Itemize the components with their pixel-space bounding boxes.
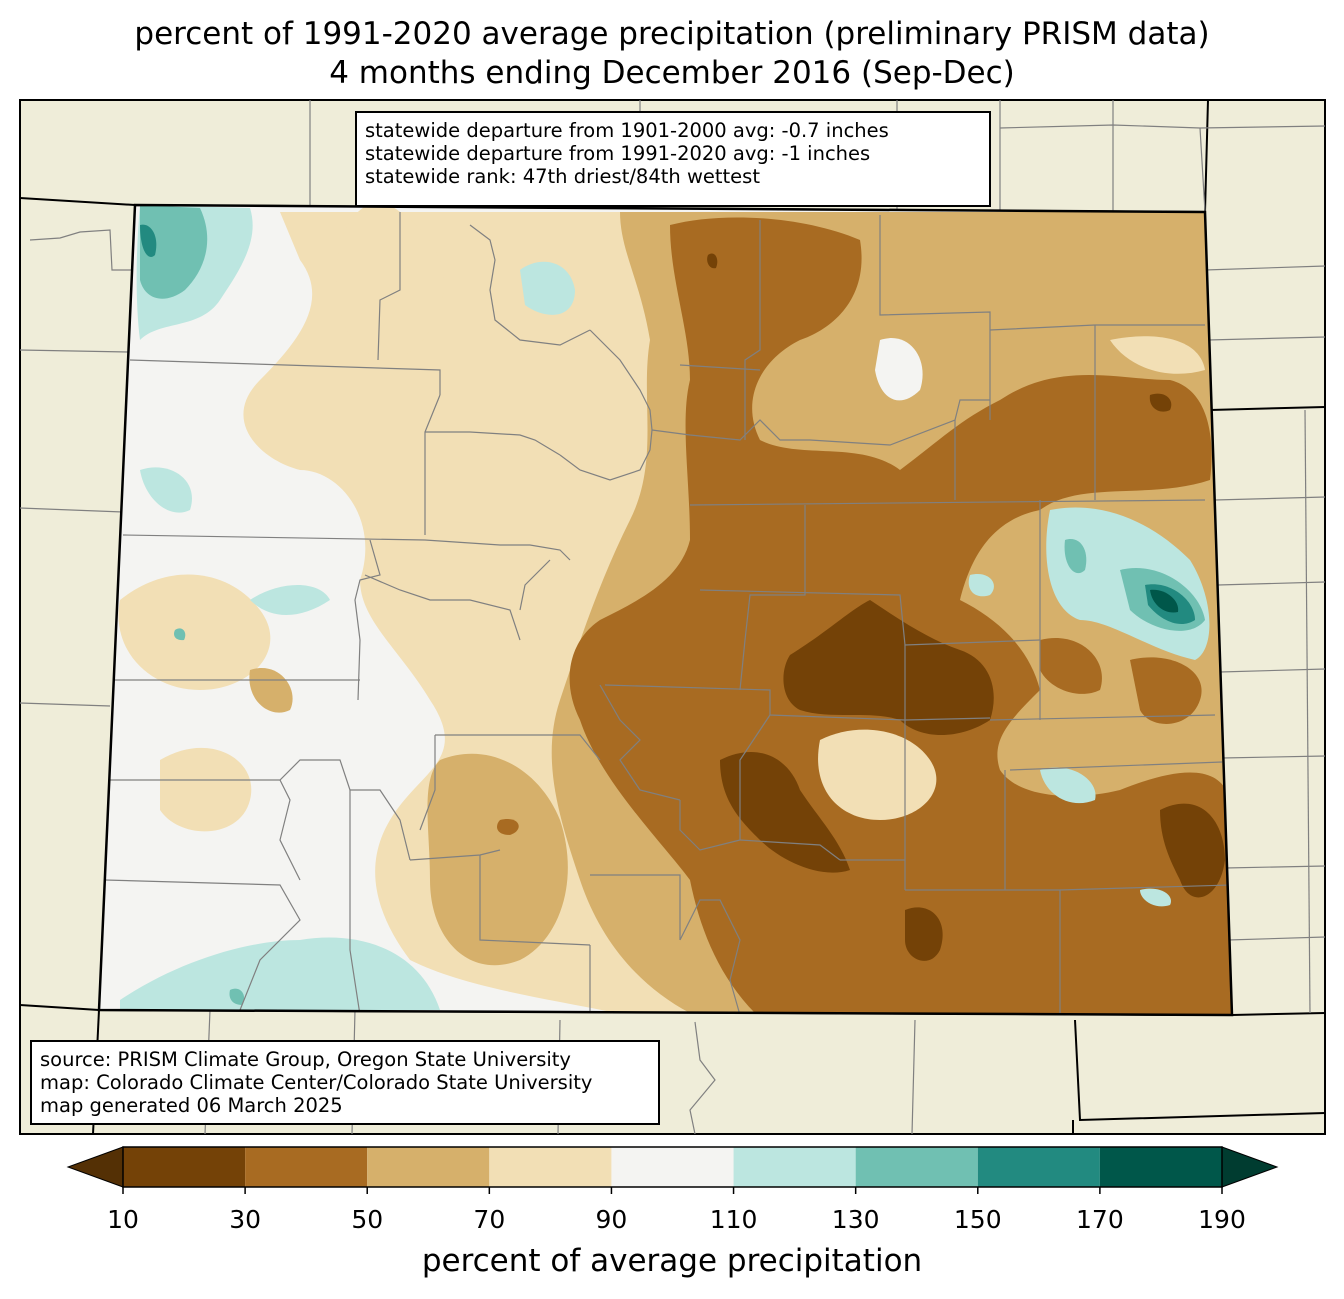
source-line: source: PRISM Climate Group, Oregon Stat… bbox=[40, 1048, 571, 1071]
colorbar-label: percent of average precipitation bbox=[421, 1243, 923, 1279]
colorbar-segment bbox=[977, 1147, 1100, 1187]
colorado-county-lines bbox=[104, 212, 1231, 1015]
source-credits-box: source: PRISM Climate Group, Oregon Stat… bbox=[30, 1040, 660, 1125]
colorbar-outline bbox=[122, 1146, 1223, 1188]
stats-rank: statewide rank: 47th driest/84th wettest bbox=[365, 165, 760, 188]
precipitation-field bbox=[99, 205, 1232, 1015]
colorbar-tick-label: 130 bbox=[831, 1205, 880, 1234]
colorbar-tick-label: 70 bbox=[473, 1205, 506, 1234]
colorbar-segment bbox=[245, 1147, 368, 1187]
generated-date-line: map generated 06 March 2025 bbox=[40, 1094, 343, 1117]
colorbar-tick-label: 90 bbox=[595, 1205, 628, 1234]
colorbar-tick-label: 50 bbox=[351, 1205, 384, 1234]
colorbar-segment bbox=[733, 1147, 856, 1187]
stats-departure-1991-2020: statewide departure from 1991-2020 avg: … bbox=[365, 142, 871, 165]
map-title-line-2: 4 months ending December 2016 (Sep-Dec) bbox=[329, 55, 1015, 91]
colorbar-tick-label: 110 bbox=[709, 1205, 758, 1234]
statewide-stats-box: statewide departure from 1901-2000 avg: … bbox=[355, 111, 991, 207]
colorbar-under-arrow bbox=[66, 1146, 124, 1188]
colorbar-tick-label: 10 bbox=[107, 1205, 139, 1234]
stats-departure-1901-2000: statewide departure from 1901-2000 avg: … bbox=[365, 119, 889, 142]
colorbar-segment bbox=[489, 1147, 612, 1187]
colorbar-segment bbox=[855, 1147, 978, 1187]
colorbar bbox=[66, 1146, 1279, 1194]
colorbar-segment bbox=[611, 1147, 734, 1187]
colorbar-segment bbox=[367, 1147, 490, 1187]
colorbar-tick-label: 190 bbox=[1198, 1205, 1246, 1234]
colorbar-segment bbox=[1099, 1147, 1222, 1187]
colorbar-over-arrow bbox=[1221, 1146, 1279, 1188]
colorbar-tick-label: 170 bbox=[1076, 1205, 1124, 1234]
map-title-line-1: percent of 1991-2020 average precipitati… bbox=[134, 16, 1210, 52]
colorbar-tick-label: 30 bbox=[229, 1205, 262, 1234]
colorado-state-border bbox=[97, 203, 1234, 1017]
colorbar-segment bbox=[123, 1147, 246, 1187]
map-credit-line: map: Colorado Climate Center/Colorado St… bbox=[40, 1071, 593, 1094]
colorbar-tick-label: 150 bbox=[953, 1205, 1002, 1234]
